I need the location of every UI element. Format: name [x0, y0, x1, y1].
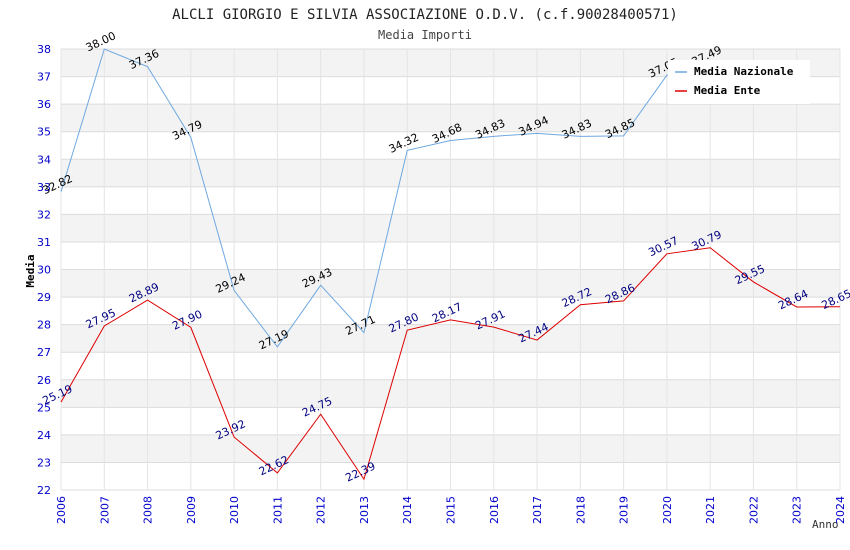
legend: Media Nazionale Media Ente — [668, 60, 810, 104]
x-tick-label: 2011 — [271, 496, 284, 524]
y-tick-label: 34 — [37, 153, 51, 166]
legend-label-ente: Media Ente — [694, 84, 761, 97]
x-tick-label: 2016 — [488, 496, 501, 524]
y-tick-label: 38 — [37, 43, 51, 56]
x-tick-label: 2010 — [228, 496, 241, 524]
legend-label-nazionale: Media Nazionale — [694, 65, 794, 78]
y-tick-label: 30 — [37, 264, 51, 277]
chart-title: ALCLI GIORGIO E SILVIA ASSOCIAZIONE O.D.… — [172, 7, 678, 23]
x-tick-label: 2006 — [55, 496, 68, 524]
x-tick-label: 2023 — [791, 496, 804, 524]
data-label-nazionale: 34.32 — [387, 131, 421, 156]
y-tick-label: 32 — [37, 208, 51, 221]
x-tick-label: 2021 — [704, 496, 717, 524]
x-tick-label: 2019 — [618, 496, 631, 524]
x-tick-label: 2024 — [834, 496, 847, 524]
x-tick-label: 2020 — [661, 496, 674, 524]
y-tick-label: 29 — [37, 291, 51, 304]
series-lines — [60, 48, 841, 481]
y-axis-label: Media — [24, 254, 37, 287]
y-tick-label: 22 — [37, 484, 51, 497]
x-tick-label: 2022 — [747, 496, 760, 524]
y-tick-label: 25 — [37, 401, 51, 414]
y-tick-label: 27 — [37, 346, 51, 359]
series-line-ente — [60, 247, 841, 481]
y-tick-label: 26 — [37, 374, 51, 387]
y-tick-label: 23 — [37, 456, 51, 469]
y-tick-label: 28 — [37, 319, 51, 332]
x-tick-label: 2007 — [98, 496, 111, 524]
y-tick-label: 33 — [37, 181, 51, 194]
x-tick-label: 2018 — [574, 496, 587, 524]
y-tick-labels: 22 23 24 25 26 27 28 29 30 31 32 33 34 35 36 37 38 — [37, 43, 51, 497]
y-tick-label: 36 — [37, 98, 51, 111]
x-tick-label: 2014 — [401, 496, 414, 524]
x-tick-label: 2015 — [445, 496, 458, 524]
data-label-ente: 22.39 — [343, 460, 377, 485]
y-tick-label: 37 — [37, 71, 51, 84]
legend-background — [668, 60, 810, 104]
x-axis-label: Anno — [812, 518, 839, 531]
x-tick-label: 2012 — [315, 496, 328, 524]
y-tick-label: 24 — [37, 429, 51, 442]
y-tick-label: 35 — [37, 126, 51, 139]
chart-subtitle: Media Importi — [378, 28, 472, 42]
x-tick-label: 2013 — [358, 496, 371, 524]
x-tick-label: 2009 — [185, 496, 198, 524]
vertical-gridlines — [60, 49, 841, 490]
x-tick-label: 2008 — [142, 496, 155, 524]
data-label-nazionale: 32.82 — [40, 172, 74, 197]
y-tick-label: 31 — [37, 236, 51, 249]
x-tick-labels: 2006 2007 2008 2009 2010 2011 2012 2013 2014 2015… — [55, 496, 847, 524]
series-line-nazionale — [60, 48, 711, 348]
x-tick-label: 2017 — [531, 496, 544, 524]
